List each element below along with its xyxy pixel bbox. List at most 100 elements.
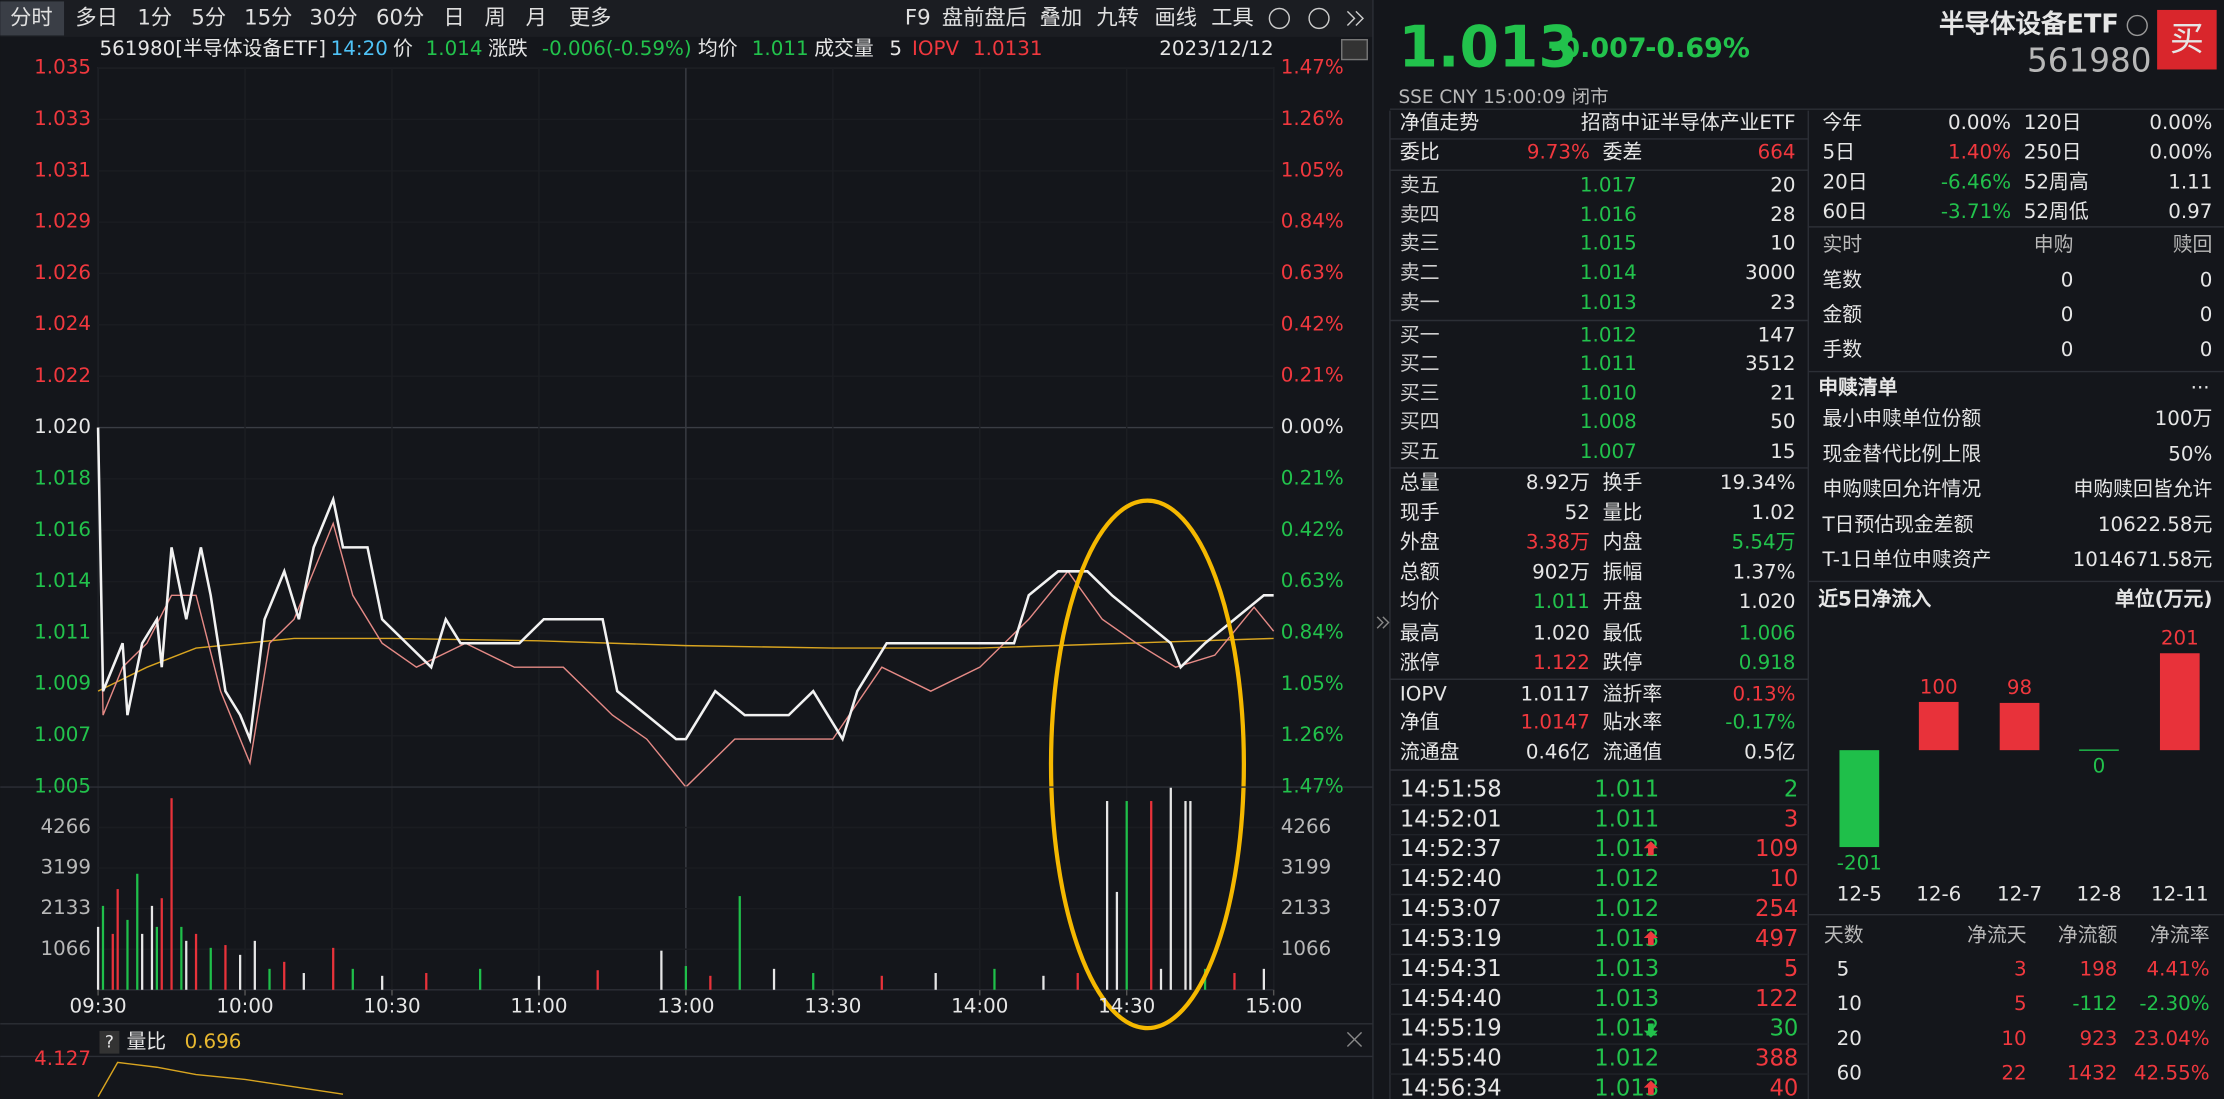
y2-tick-label: 0.63%: [1281, 261, 1344, 284]
stat-label: 外盘: [1400, 531, 1440, 554]
bar: [1999, 702, 2040, 751]
bar: [2079, 749, 2119, 751]
volume-bar: [116, 889, 119, 990]
tab[interactable]: 5分: [191, 5, 226, 30]
stat-label: 最高: [1400, 621, 1440, 644]
y2-tick-label: 1.05%: [1281, 672, 1344, 695]
y2-tick-label: 0.42%: [1281, 312, 1344, 335]
perf-label: 120日: [2024, 111, 2082, 134]
level-label: 买一: [1400, 324, 1440, 347]
active-tab-bg: [0, 1, 65, 36]
ratio-label: 量比: [126, 1030, 166, 1053]
tab[interactable]: 日: [443, 5, 464, 30]
row-value: 0: [2061, 268, 2074, 291]
security-name: 半导体设备ETF: [1939, 10, 2119, 40]
table-header: 天数: [1824, 923, 1864, 946]
stat-label: 最低: [1603, 621, 1643, 644]
ratio: [97, 1061, 344, 1097]
perf-value: 1.11: [2168, 170, 2212, 193]
row-value: 1014671.58元: [2073, 548, 2213, 571]
level-volume: 23: [1770, 291, 1795, 314]
volume-bar: [660, 950, 663, 990]
volume-bar: [880, 975, 883, 990]
tab[interactable]: 更多: [569, 5, 612, 30]
security-code: 561980: [2027, 41, 2151, 79]
row-value: 0: [2200, 303, 2213, 326]
volume-bar: [136, 873, 139, 990]
more-button[interactable]: ···: [2191, 376, 2210, 399]
x-tick-label: 14:30: [1098, 994, 1155, 1017]
x-tick-label: 10:30: [363, 994, 420, 1017]
level-volume: 3512: [1745, 352, 1796, 375]
buy-label[interactable]: 买: [2170, 20, 2204, 60]
help-icon[interactable]: [1308, 7, 1330, 30]
info-avg: 1.011: [752, 37, 809, 60]
info-iopv: 1.0131: [973, 37, 1042, 60]
tool[interactable]: 工具: [1211, 5, 1254, 30]
y2-tick-label: 0.84%: [1281, 210, 1344, 233]
volume-bar: [1159, 968, 1163, 990]
tool[interactable]: 九转: [1096, 5, 1139, 30]
table-cell: 5: [1837, 957, 1850, 980]
level-price: 1.014: [1580, 261, 1637, 284]
level-price: 1.016: [1580, 203, 1637, 226]
perf-label: 今年: [1822, 111, 1862, 134]
tab[interactable]: 月: [526, 5, 547, 30]
table-header: 净流额: [2058, 923, 2118, 946]
trade-time: 14:55:19: [1400, 1016, 1502, 1042]
up-arrow: [1643, 930, 1658, 946]
last-price: 1.013: [1398, 15, 1577, 81]
volume-bar: [194, 933, 198, 990]
level-price: 1.008: [1580, 410, 1637, 433]
table-cell: 198: [2080, 957, 2118, 980]
stat-value: 19.34%: [1720, 471, 1796, 494]
level-price: 1.012: [1580, 324, 1637, 347]
trade-volume: 2: [1784, 776, 1798, 802]
down-arrow: [1643, 1023, 1658, 1038]
tab[interactable]: 分时: [10, 5, 53, 30]
y-tick-label: 1.011: [34, 620, 91, 643]
section-title: 申赎清单: [1818, 376, 1898, 399]
tool[interactable]: 盘前盘后: [942, 5, 1027, 30]
tool[interactable]: F9: [905, 5, 931, 30]
x-tick-label: 12-8: [2076, 882, 2121, 905]
collapse-icon[interactable]: [1376, 616, 1390, 629]
tool[interactable]: 叠加: [1040, 5, 1083, 30]
close-icon[interactable]: [1346, 1031, 1363, 1048]
row-label: 申购赎回允许情况: [1822, 478, 1981, 501]
table-cell: 42.55%: [2134, 1062, 2210, 1085]
y-tick-label: 1.016: [34, 518, 91, 541]
y-tick-label: 1.035: [34, 56, 91, 79]
trade-volume: 497: [1755, 926, 1798, 952]
market-status: SSE CNY 15:00:09 闭市: [1398, 87, 1608, 108]
volume-bar: [170, 798, 173, 990]
row-value: 50%: [2168, 442, 2212, 465]
tab[interactable]: 15分: [244, 5, 292, 30]
x-tick-label: 14:00: [951, 994, 1008, 1017]
tab[interactable]: 1分: [137, 5, 172, 30]
trade-time: 14:51:58: [1400, 776, 1502, 802]
stat-label: 现手: [1400, 501, 1440, 524]
level-label: 卖三: [1400, 231, 1440, 254]
table-cell: 60: [1837, 1062, 1862, 1085]
trade-time: 14:56:34: [1400, 1076, 1502, 1099]
table-cell: 10: [2001, 1027, 2026, 1050]
tab[interactable]: 多日: [75, 5, 118, 30]
tab[interactable]: 周: [485, 5, 506, 30]
table-cell: 23.04%: [2134, 1027, 2210, 1050]
stat-value: -0.17%: [1725, 711, 1795, 734]
tool[interactable]: 画线: [1155, 5, 1198, 30]
expand-icon[interactable]: [1346, 10, 1365, 27]
stat-label: IOPV: [1400, 682, 1447, 705]
settings-icon[interactable]: [1268, 7, 1290, 30]
perf-label: 5日: [1822, 141, 1854, 164]
tab[interactable]: 30分: [309, 5, 357, 30]
tab[interactable]: 60分: [376, 5, 424, 30]
volume-bar: [934, 973, 937, 990]
stat-value: 8.92万: [1526, 471, 1590, 494]
y-tick-label: 1.005: [34, 775, 91, 798]
trade-price: 1.012: [1594, 866, 1659, 892]
buy-button[interactable]: [2157, 9, 2217, 70]
volume-bar: [596, 970, 599, 990]
volume-bar: [1262, 968, 1265, 990]
